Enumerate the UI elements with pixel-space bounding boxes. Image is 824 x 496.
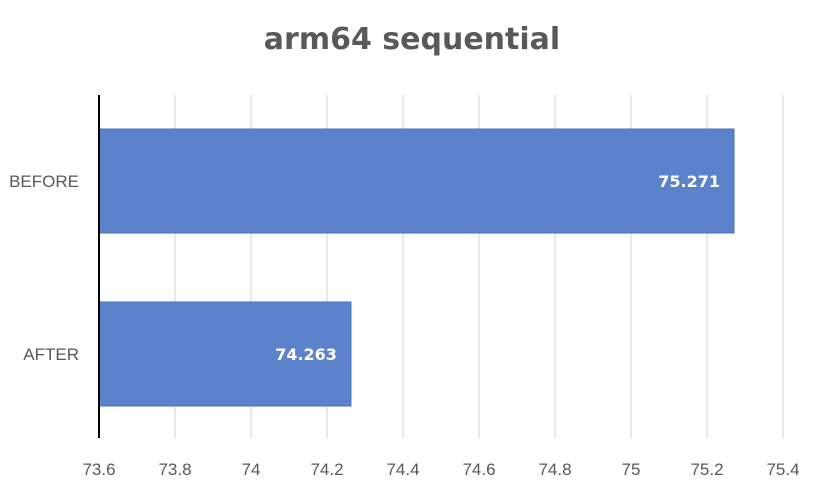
bars (98, 128, 735, 407)
chart-title: arm64 sequential (263, 22, 561, 57)
data-label: 74.263 (275, 345, 337, 364)
data-label: 75.271 (658, 172, 720, 191)
category-label: AFTER (23, 345, 79, 364)
x-tick-label: 74.6 (462, 460, 495, 479)
bar-before (98, 128, 735, 234)
x-tick-label: 74.2 (310, 460, 343, 479)
bar-after (98, 301, 352, 407)
x-tick-label: 74 (242, 460, 261, 479)
x-tick-label: 74.8 (538, 460, 571, 479)
x-tick-label: 75.4 (766, 460, 799, 479)
x-tick-labels: 73.6 73.8 74 74.2 74.4 74.6 74.8 75 75.2 75.4 (82, 460, 799, 479)
category-labels: BEFORE AFTER (9, 172, 79, 364)
x-tick-label: 74.4 (386, 460, 419, 479)
x-tick-label: 75.2 (690, 460, 723, 479)
x-tick-label: 73.8 (158, 460, 191, 479)
data-labels: 75.271 74.263 (275, 172, 720, 364)
x-tick-label: 73.6 (82, 460, 115, 479)
x-tick-label: 75 (622, 460, 641, 479)
category-label: BEFORE (9, 172, 79, 191)
